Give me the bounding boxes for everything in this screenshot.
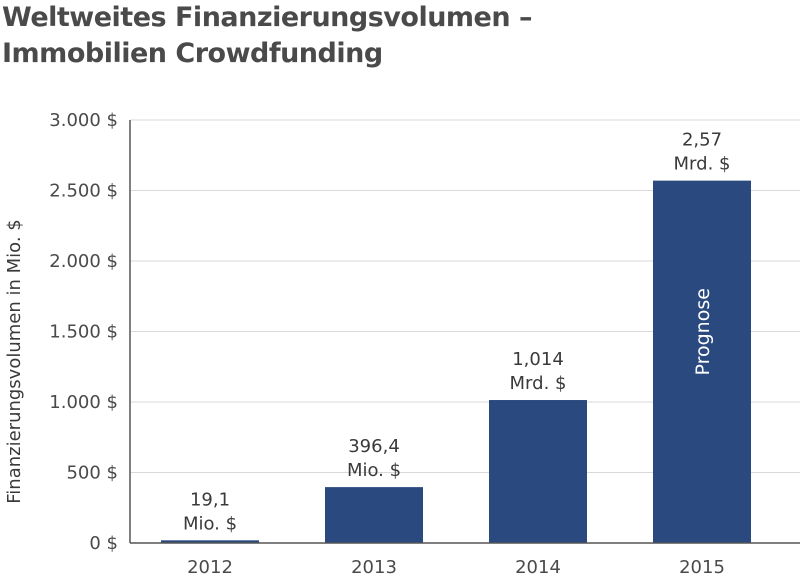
x-axis-ticks: 2012 2013 2014 2015	[187, 557, 725, 576]
y-tick-label: 1.000 $	[49, 392, 118, 413]
data-label-unit: Mrd. $	[674, 154, 731, 175]
y-axis-label: Finanzierungsvolumen in Mio. $	[4, 219, 25, 504]
bars	[161, 180, 751, 543]
y-tick-label: 500 $	[66, 463, 118, 484]
data-label-value: 396,4	[348, 436, 400, 457]
x-tick-label: 2013	[351, 557, 397, 576]
data-label-value: 19,1	[190, 489, 230, 510]
data-label-unit: Mio. $	[183, 513, 237, 534]
x-tick-label: 2012	[187, 557, 233, 576]
data-labels: 19,1 Mio. $ 396,4 Mio. $ 1,014 Mrd. $ 2,57 Mrd.…	[183, 130, 731, 535]
y-tick-label: 0 $	[89, 533, 118, 554]
chart-title: Weltweites Finanzierungsvolumen – Immobi…	[2, 0, 533, 72]
bar-2015	[653, 180, 751, 543]
data-label-value: 1,014	[512, 349, 564, 370]
bar-2013	[325, 487, 423, 543]
y-tick-label: 2.500 $	[49, 181, 118, 202]
y-tick-label: 2.000 $	[49, 251, 118, 272]
chart-title-line-1: Weltweites Finanzierungsvolumen –	[2, 2, 533, 33]
y-axis-ticks: 0 $ 500 $ 1.000 $ 1.500 $ 2.000 $ 2.500 $ 3.00…	[49, 110, 118, 554]
x-tick-label: 2015	[679, 557, 725, 576]
bar-annotation: Prognose	[692, 288, 714, 375]
data-label-unit: Mio. $	[347, 460, 401, 481]
data-label-value: 2,57	[682, 130, 722, 151]
chart-title-line-2: Immobilien Crowdfunding	[2, 38, 383, 69]
bar-2014	[489, 400, 587, 543]
y-tick-label: 1.500 $	[49, 322, 118, 343]
data-label-unit: Mrd. $	[510, 373, 567, 394]
y-tick-label: 3.000 $	[49, 110, 118, 131]
bar-2012	[161, 540, 259, 543]
x-tick-label: 2014	[515, 557, 561, 576]
